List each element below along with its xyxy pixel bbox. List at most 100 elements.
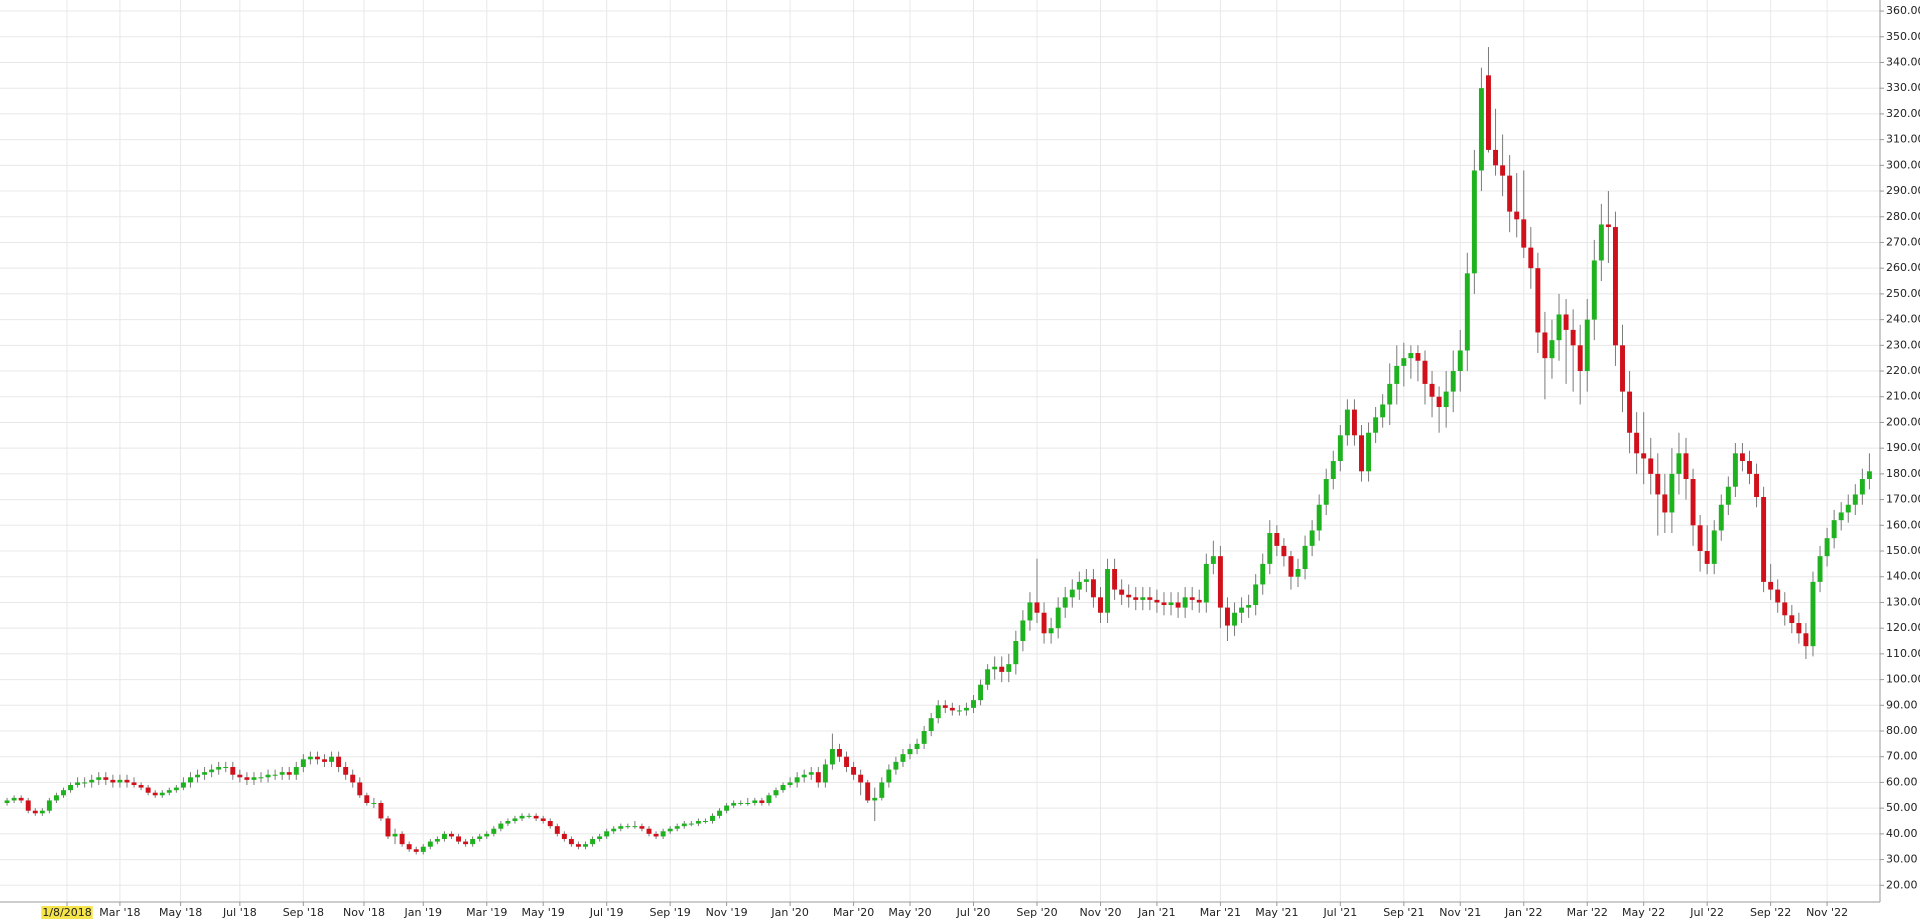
candle-body (1535, 268, 1541, 333)
candle-body (590, 839, 596, 845)
candle-body (1690, 479, 1696, 526)
x-tick-label: Mar '18 (99, 906, 140, 919)
candle-body (914, 743, 920, 750)
y-tick-label: 30.00 (1886, 853, 1918, 866)
candle-body (717, 810, 723, 816)
candle-body (230, 767, 236, 775)
candle-body (39, 810, 45, 814)
candle-body (1112, 569, 1118, 590)
candle-body (731, 803, 737, 806)
axis-labels: 20.00 30.00 40.00 50.00 60.00 70.00 80.00 90.00… (41, 4, 1920, 919)
candle-body (378, 803, 384, 819)
candle-body (32, 810, 38, 814)
candle-body (364, 795, 370, 804)
candle-body (4, 800, 10, 804)
x-tick-label: Jan '20 (770, 906, 808, 919)
candle-body (1217, 556, 1223, 608)
candle-body (1598, 224, 1604, 261)
x-tick-label: Mar '22 (1567, 906, 1608, 919)
candle-body (427, 841, 433, 847)
x-tick-label: Sep '18 (283, 906, 324, 919)
y-tick-label: 340.00 (1886, 55, 1920, 68)
x-tick-label: Nov '22 (1806, 906, 1848, 919)
candle-body (787, 782, 793, 786)
x-tick-label: Mar '21 (1200, 906, 1241, 919)
candle-body (117, 779, 123, 783)
candle-body (1344, 409, 1350, 436)
x-tick-label: May '19 (522, 906, 565, 919)
candle-body (195, 774, 200, 778)
x-tick-label: Sep '21 (1383, 906, 1424, 919)
candle-body (1295, 569, 1301, 577)
candle-body (886, 769, 892, 783)
candle-body (145, 787, 151, 793)
candle-body (604, 831, 610, 837)
candle-body (491, 828, 497, 834)
y-tick-label: 330.00 (1886, 81, 1920, 94)
candle-body (992, 666, 998, 670)
candle-body (173, 787, 179, 791)
y-tick-label: 170.00 (1886, 493, 1920, 506)
candle-body (61, 790, 66, 796)
candle-body (1373, 417, 1379, 433)
candle-body (1739, 453, 1745, 462)
y-tick-label: 290.00 (1886, 184, 1920, 197)
y-tick-label: 190.00 (1886, 441, 1920, 454)
x-tick-label: Jan '21 (1137, 906, 1175, 919)
candle-body (1775, 589, 1781, 603)
candle-body (956, 710, 962, 712)
candle-body (1076, 581, 1082, 590)
x-tick-label: Sep '22 (1750, 906, 1791, 919)
candle-body (413, 849, 419, 852)
candle-body (738, 803, 744, 805)
x-tick-label: Mar '19 (466, 906, 507, 919)
candle-body (1161, 602, 1167, 606)
candle-body (1789, 615, 1795, 624)
candle-body (18, 797, 24, 801)
candle-body (978, 684, 984, 701)
candle-body (1422, 360, 1428, 384)
candle-body (1852, 494, 1858, 505)
candle-body (780, 785, 786, 791)
candle-body (1605, 224, 1611, 228)
candle-body (794, 777, 800, 783)
candle-body (53, 795, 59, 801)
candle-body (808, 772, 814, 775)
y-tick-label: 300.00 (1886, 158, 1920, 171)
x-tick-label: Sep '19 (650, 906, 691, 919)
candle-body (209, 769, 215, 773)
candle-body (237, 774, 243, 778)
candle-body (1620, 345, 1625, 392)
y-tick-label: 110.00 (1886, 647, 1920, 660)
candle-body (180, 782, 186, 788)
candle-body (484, 833, 490, 837)
y-tick-label: 270.00 (1886, 235, 1920, 248)
candle-body (695, 821, 701, 824)
candle-body (1732, 453, 1738, 487)
candle-body (441, 833, 447, 840)
candle-body (110, 779, 116, 783)
candle-body (307, 756, 313, 760)
x-tick-label: Nov '19 (706, 906, 748, 919)
candle-body (752, 800, 758, 804)
candle-body (1210, 556, 1216, 564)
candle-body (1239, 607, 1245, 613)
candle-body (872, 797, 878, 801)
y-tick-label: 80.00 (1886, 724, 1918, 737)
candle-body (1387, 383, 1393, 405)
x-tick-label: May '20 (888, 906, 931, 919)
x-tick-label: Jul '18 (222, 906, 257, 919)
candle-body (583, 844, 588, 847)
candles (4, 47, 1872, 855)
candle-body (1147, 597, 1153, 600)
candle-body (1203, 563, 1209, 603)
candle-body (625, 826, 631, 828)
candle-body (519, 815, 525, 819)
candle-body (498, 823, 504, 829)
candle-body (815, 772, 821, 783)
candle-body (844, 756, 849, 768)
candle-body (554, 826, 560, 834)
candle-body (1027, 602, 1033, 621)
candle-body (837, 749, 842, 757)
